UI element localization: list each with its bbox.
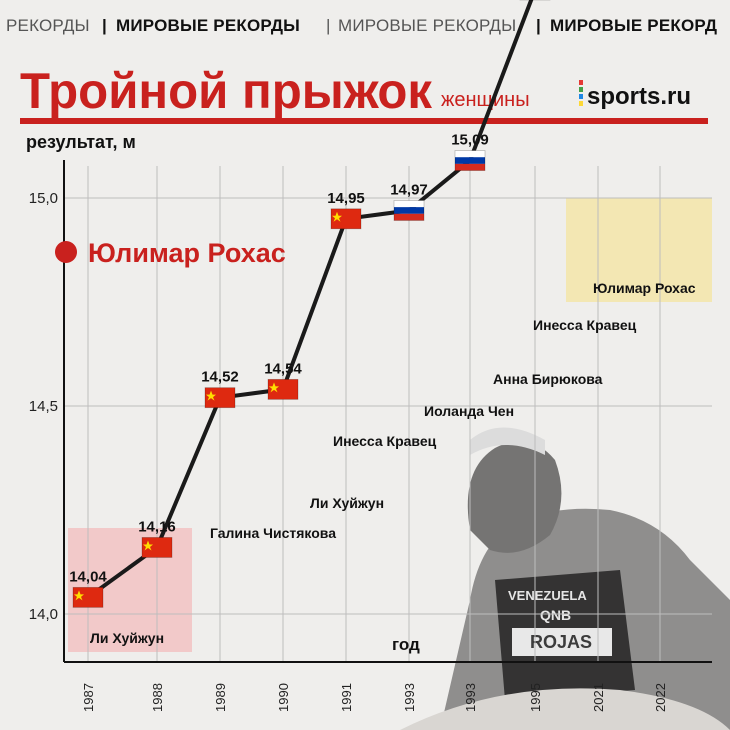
flag-star [143,540,153,551]
legend-marker [55,241,77,263]
russia-flag-icon [454,150,486,171]
banner-item-2: МИРОВЫЕ РЕКОРДЫ [116,16,300,35]
athlete-name-label: Ли Хуйжун [310,495,384,511]
data-label: 14,04 [69,568,107,585]
flag-field [73,587,103,608]
data-label: 14,52 [201,369,239,386]
x-axis-label: год [392,635,420,654]
chart-axes: 14,014,515,015,516,019871988198919901991… [29,160,712,712]
flag-border [267,378,299,400]
flag-stripe-white [394,200,424,208]
banner-item-3: МИРОВЫЕ РЕКОРДЫ [338,16,516,35]
legend-label: Юлимар Рохас [88,238,286,268]
banner-item-4: МИРОВЫЕ РЕКОРД [550,16,717,35]
flag-star [269,382,279,393]
flag-border [393,200,425,221]
banner-item-1: РЕКОРДЫ [6,16,90,35]
flag-stripe-blue [455,157,485,164]
chart-series [86,0,534,599]
y-tick-label: 14,5 [29,398,58,415]
china-flag-icon [141,537,173,558]
y-tick-label: 14,0 [29,606,58,623]
flag-border [204,387,236,409]
athlete-name-label: Ли Хуйжун [90,630,164,646]
jersey-team-text: VENEZUELA [508,588,587,603]
china-flag-icon [204,387,236,409]
flag-border [454,150,486,171]
flag-field [142,537,172,558]
x-tick-label: 1989 [213,683,228,712]
highlight-box-rojas [566,198,712,302]
logo-dot-red [579,80,583,85]
x-tick-label: 1988 [150,683,165,712]
flag-field [331,208,361,229]
x-tick-label: 1991 [339,683,354,712]
athlete-name-label: Инесса Кравец [533,317,637,333]
logo-dot-green [579,87,583,92]
brand-name: sports.ru [587,83,691,110]
flag-stripe-white [455,150,485,158]
series-line-records [86,0,534,599]
jersey-sponsor-text: QNB [540,607,571,623]
china-flag-icon [267,378,299,400]
athlete-head-shape [467,441,562,553]
flag-stripe-red [455,163,485,171]
data-label: 15,09 [451,132,489,149]
page-subtitle: женщины [441,89,530,111]
data-label: 14,16 [138,518,176,535]
flag-star [332,211,342,222]
flag-stripe-blue [394,207,424,214]
legend: Юлимар Рохас [55,238,286,268]
x-tick-label: 1990 [276,683,291,712]
x-tick-label: 1987 [81,683,96,712]
banner-separator-3: | [536,16,541,35]
athlete-photo: VENEZUELA QNB ROJAS [400,427,730,730]
y-tick-label: 15,0 [29,190,58,207]
logo-dot-blue [579,94,583,99]
athlete-name-label: Галина Чистякова [210,525,336,541]
athlete-name-label: Инесса Кравец [333,433,437,449]
flag-border [72,586,104,608]
x-tick-label: 2021 [591,683,606,712]
flag-star [74,590,84,601]
sports-ru-logo: sports.ru [579,80,691,110]
title-rule [20,118,708,124]
flag-border [330,208,362,230]
data-label: 14,97 [390,181,428,198]
china-flag-icon [72,586,104,608]
jersey-bib [512,628,612,656]
jersey-name-text: ROJAS [530,632,592,652]
chart-labels: 14,04 Ли Хуйжун 14,16 14,52 Галина Чистякова… [69,0,696,646]
x-tick-label: 1995 [528,683,543,712]
chart-grid [64,166,712,662]
x-tick-label: 2022 [653,683,668,712]
russia-flag-icon [393,200,425,221]
flag-field [268,379,298,400]
data-label: 14,95 [327,190,365,207]
top-banner: РЕКОРДЫ | МИРОВЫЕ РЕКОРДЫ | МИРОВЫЕ РЕКО… [6,16,717,35]
page-title: Тройной прыжок [20,63,433,119]
x-tick-label: 1993 [463,683,478,712]
athlete-name-label: Иоланда Чен [424,403,514,419]
banner-separator: | [102,16,107,35]
y-axis-label: результат, м [26,132,136,152]
athlete-name-label: Юлимар Рохас [593,280,696,296]
banner-separator-2: | [326,16,331,35]
athlete-name-label: Анна Бирюкова [493,371,603,387]
sand-shape [400,688,730,730]
flag-stripe-red [394,213,424,221]
athlete-hair-shape [470,427,545,455]
x-tick-label: 1993 [402,683,417,712]
flag-field [205,387,235,408]
logo-dot-yellow [579,101,583,106]
ussr-flag-icon [330,208,362,230]
flag-border [141,537,173,558]
data-label: 14,54 [264,360,302,377]
flag-star [206,390,216,401]
